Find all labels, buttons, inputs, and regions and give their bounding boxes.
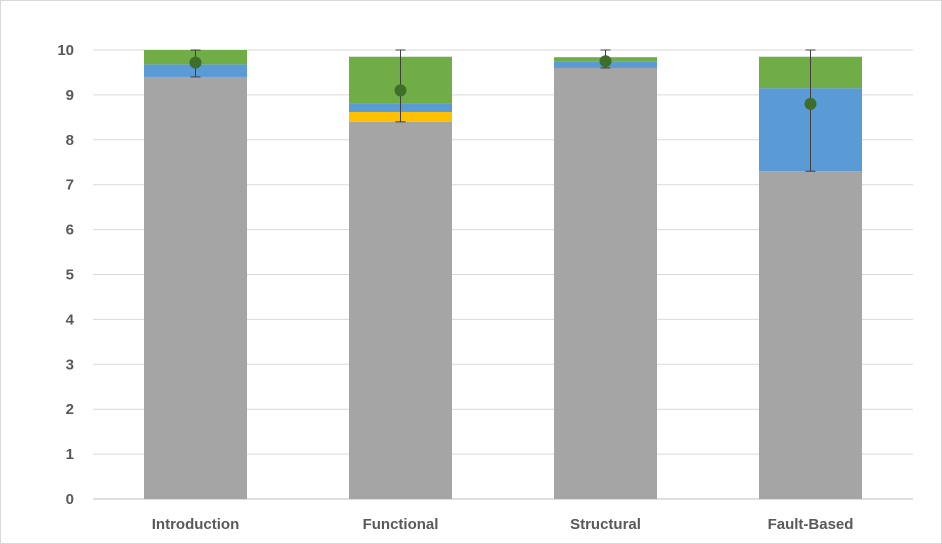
y-tick-label-4: 4 <box>66 311 75 328</box>
y-tick-label-1: 1 <box>66 446 74 463</box>
y-tick-label-6: 6 <box>66 222 74 239</box>
y-tick-label-3: 3 <box>66 356 74 373</box>
y-tick-label-9: 9 <box>66 87 74 104</box>
bar-segment-0-0 <box>144 76 247 499</box>
y-tick-label-7: 7 <box>66 177 74 194</box>
y-tick-label-0: 0 <box>66 491 74 508</box>
mean-marker-2 <box>599 55 612 68</box>
bar-segment-3-0 <box>759 171 862 500</box>
bar-segment-2-0 <box>554 67 657 500</box>
y-tick-label-10: 10 <box>57 42 74 59</box>
y-tick-label-2: 2 <box>66 401 74 418</box>
mean-marker-3 <box>804 97 817 110</box>
bar-segment-1-0 <box>349 121 452 499</box>
x-category-label-1: Functional <box>363 516 439 533</box>
y-tick-label-8: 8 <box>66 132 74 149</box>
mean-marker-0 <box>189 56 202 69</box>
x-category-label-0: Introduction <box>152 516 239 533</box>
y-tick-label-5: 5 <box>66 267 74 284</box>
x-category-label-2: Structural <box>570 516 641 533</box>
x-category-label-3: Fault-Based <box>768 516 854 533</box>
mean-marker-1 <box>394 84 407 97</box>
